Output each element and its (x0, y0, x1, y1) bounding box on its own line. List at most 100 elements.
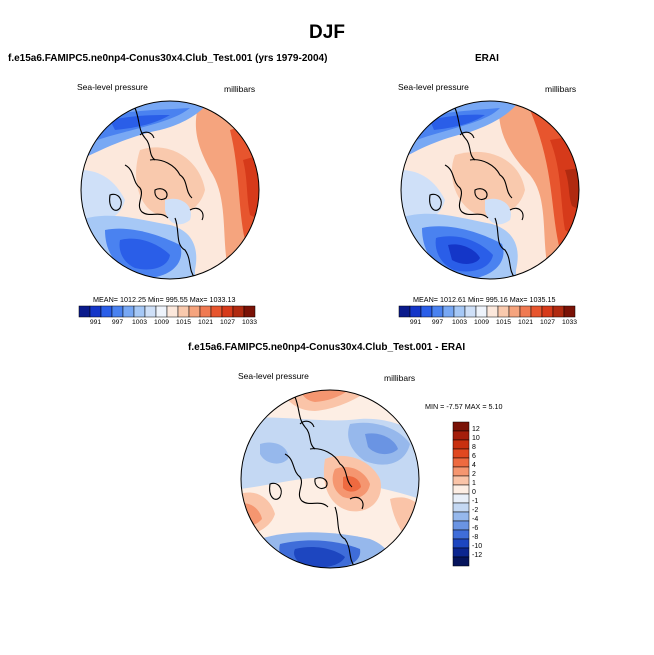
panel-1-colorbar-box (221, 305, 234, 318)
panel-3-colorbar-tick-label: 0 (472, 489, 476, 496)
panel-2-colorbar-tick-label: 1027 (539, 319, 556, 326)
panel-1-colorbar-box (155, 305, 168, 318)
panel-3-colorbar-box (452, 475, 470, 486)
panel-1-colorbar-tick-label: 1033 (241, 319, 258, 326)
panel-1-colorbar-box (188, 305, 201, 318)
panel-2-colorbar (398, 305, 576, 318)
panel-1-polar-map (80, 100, 260, 280)
panel-3-colorbar-box (452, 439, 470, 450)
panel-2-colorbar-box (541, 305, 554, 318)
panel-3-colorbar-box (452, 538, 470, 549)
panel-1-colorbar-tick-label: 1003 (131, 319, 148, 326)
panel-1-colorbar-box (89, 305, 102, 318)
panel-3-polar-map (240, 389, 420, 569)
panel-2-title: ERAI (475, 53, 499, 64)
panel-3-variable-label: Sea-level pressure (238, 371, 309, 381)
panel-3-colorbar-box (452, 466, 470, 477)
panel-2-stats: MEAN= 1012.61 Min= 995.16 Max= 1035.15 (413, 295, 556, 304)
panel-3-title: f.e15a6.FAMIPC5.ne0np4-Conus30x4.Club_Te… (188, 342, 466, 353)
panel-2-colorbar-box (552, 305, 565, 318)
panel-1-colorbar-tick-label: 1015 (175, 319, 192, 326)
panel-2-colorbar-box (508, 305, 521, 318)
panel-1-colorbar-box (199, 305, 212, 318)
panel-2-colorbar-box (453, 305, 466, 318)
panel-3-colorbar-box (452, 502, 470, 513)
panel-3-colorbar-box (452, 547, 470, 558)
panel-2-polar-map (400, 100, 580, 280)
panel-2-colorbar-tick-label: 997 (431, 319, 444, 326)
panel-2-units-label: millibars (545, 84, 577, 94)
panel-1-stats: MEAN= 1012.25 Min= 995.55 Max= 1033.13 (93, 295, 236, 304)
panel-3-colorbar-tick-label: 10 (472, 435, 480, 442)
panel-2-colorbar-tick-label: 991 (409, 319, 422, 326)
panel-2-colorbar-box (431, 305, 444, 318)
panel-1-colorbar-ticks: 991 997 1003 1009 1015 1021 1027 1033 (79, 319, 257, 329)
panel-1-colorbar-tick-label: 997 (111, 319, 124, 326)
panel-3-colorbar-box (452, 457, 470, 468)
panel-3-colorbar-tick-label: -2 (472, 507, 479, 514)
panel-3-colorbar-ticks: 12 10 8 6 4 2 1 0 -1 -2 -4 -6 -8 -10 -12 (472, 422, 496, 566)
panel-2-colorbar-box (420, 305, 433, 318)
panel-2-colorbar-box (497, 305, 510, 318)
panel-2-colorbar-ticks: 991 997 1003 1009 1015 1021 1027 1033 (399, 319, 577, 329)
panel-3-colorbar-tick-label: 8 (472, 444, 476, 451)
panel-1-colorbar-tick-label: 1027 (219, 319, 236, 326)
panel-3-colorbar-tick-label: -1 (472, 498, 479, 505)
panel-3-colorbar-box (452, 529, 470, 540)
panel-3-colorbar-tick-label: 12 (472, 426, 480, 433)
panel-1-variable-label: Sea-level pressure (77, 82, 148, 92)
panel-3-colorbar-box (452, 520, 470, 531)
panel-2-colorbar-box (530, 305, 543, 318)
panel-3-colorbar-tick-label: -8 (472, 534, 479, 541)
panel-2-colorbar-box (563, 305, 576, 318)
panel-3-colorbar-tick-label: 6 (472, 453, 476, 460)
panel-3-colorbar-box (452, 511, 470, 522)
panel-2-colorbar-tick-label: 1003 (451, 319, 468, 326)
panel-1-colorbar-tick-label: 1009 (153, 319, 170, 326)
panel-3-colorbar-tick-label: -12 (472, 552, 483, 559)
panel-3-colorbar-box (452, 556, 470, 567)
panel-3-colorbar-box (452, 448, 470, 459)
panel-2-colorbar-box (464, 305, 477, 318)
panel-1-colorbar-box (111, 305, 124, 318)
panel-2-colorbar-tick-label: 1009 (473, 319, 490, 326)
panel-3-units-label: millibars (384, 373, 416, 383)
panel-2-colorbar-box (442, 305, 455, 318)
panel-1-units-label: millibars (224, 84, 256, 94)
panel-3-colorbar-tick-label: 1 (472, 480, 476, 487)
panel-2-colorbar-box (475, 305, 488, 318)
panel-1-colorbar-box (122, 305, 135, 318)
panel-2-colorbar-box (398, 305, 411, 318)
panel-2-colorbar-box (486, 305, 499, 318)
panel-2-colorbar-tick-label: 1015 (495, 319, 512, 326)
panel-3-colorbar-box (452, 484, 470, 495)
panel-1-colorbar-tick-label: 991 (89, 319, 102, 326)
panel-3-colorbar-box (452, 493, 470, 504)
panel-1-colorbar-box (144, 305, 157, 318)
panel-2-colorbar-box (409, 305, 422, 318)
panel-2-colorbar-tick-label: 1021 (517, 319, 534, 326)
panel-1-colorbar-box (243, 305, 256, 318)
panel-1-colorbar-tick-label: 1021 (197, 319, 214, 326)
panel-1-colorbar-box (100, 305, 113, 318)
panel-3-colorbar-tick-label: -4 (472, 516, 479, 523)
panel-2-colorbar-tick-label: 1033 (561, 319, 578, 326)
panel-3-colorbar-box (452, 430, 470, 441)
panel-3-colorbar-tick-label: 4 (472, 462, 476, 469)
panel-3-colorbar (452, 421, 470, 567)
panel-3-colorbar-box (452, 421, 470, 432)
panel-3-colorbar-tick-label: 2 (472, 471, 476, 478)
panel-2-colorbar-box (519, 305, 532, 318)
panel-1-colorbar-box (210, 305, 223, 318)
season-title: DJF (309, 22, 345, 43)
panel-1-colorbar-box (177, 305, 190, 318)
panel-3-colorbar-tick-label: -10 (472, 543, 483, 550)
panel-2-variable-label: Sea-level pressure (398, 82, 469, 92)
panel-1-colorbar (78, 305, 256, 318)
panel-1-title: f.e15a6.FAMIPC5.ne0np4-Conus30x4.Club_Te… (8, 53, 328, 64)
panel-3-stats: MIN = -7.57 MAX = 5.10 (425, 402, 503, 411)
panel-1-colorbar-box (232, 305, 245, 318)
panel-1-colorbar-box (78, 305, 91, 318)
panel-1-colorbar-box (133, 305, 146, 318)
panel-1-colorbar-box (166, 305, 179, 318)
